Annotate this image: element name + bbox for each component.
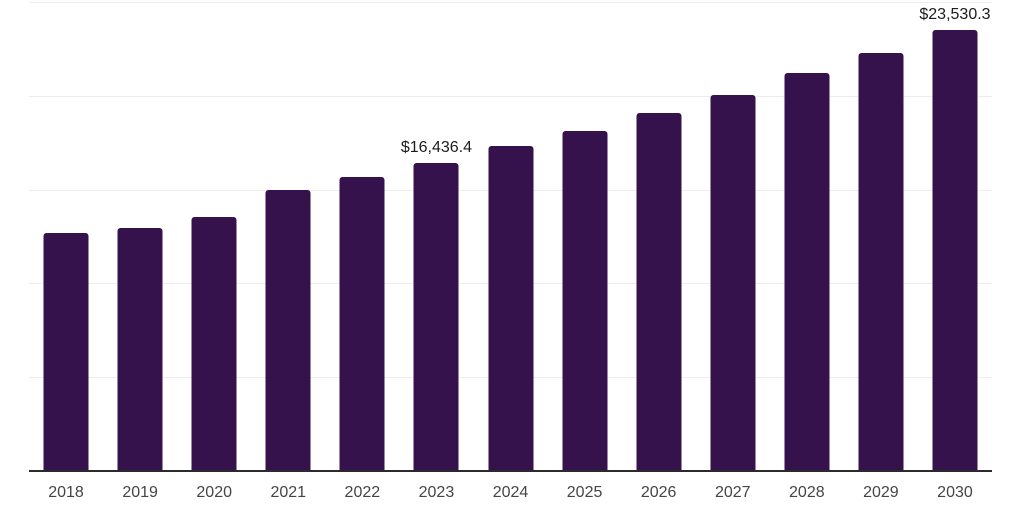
bar-slot-2018	[29, 2, 103, 471]
bar-slot-2019	[103, 2, 177, 471]
bar-2030[interactable]	[932, 29, 978, 471]
bar-slot-2022	[325, 2, 399, 471]
x-tick-2026: 2026	[640, 484, 677, 501]
x-tick-2021: 2021	[270, 484, 307, 501]
x-tick-2018: 2018	[48, 484, 84, 501]
bar-slot-2023: $16,436.4	[399, 2, 473, 471]
x-axis-labels: 2018 2019 2020 2021 2022 2023 2024 2025 2026 2027…	[29, 481, 992, 505]
bar-2026[interactable]	[636, 112, 682, 471]
x-tick-2027: 2027	[714, 484, 751, 501]
bar-slot-2020	[177, 2, 251, 471]
bars-container: $16,436.4 $23,530.3	[29, 2, 992, 471]
bar-2029[interactable]	[858, 52, 904, 471]
bar-slot-2029	[844, 2, 918, 471]
x-tick-2029: 2029	[863, 484, 899, 501]
bar-slot-2025	[548, 2, 622, 471]
bar-2028[interactable]	[784, 73, 830, 471]
gridline-20000	[29, 95, 992, 97]
x-tick-2023: 2023	[418, 484, 455, 501]
bar-2022[interactable]	[339, 177, 385, 471]
plot-area: $16,436.4 $23,530.3	[29, 2, 992, 472]
x-axis-line	[29, 470, 992, 472]
gridline-25000	[29, 2, 992, 3]
x-tick-2020: 2020	[196, 484, 232, 501]
bar-2025[interactable]	[562, 130, 608, 471]
x-tick-2025: 2025	[566, 484, 603, 501]
bar-2021[interactable]	[265, 189, 311, 471]
bar-2027[interactable]	[710, 94, 756, 471]
x-tick-2028: 2028	[789, 484, 825, 501]
bar-slot-2028	[770, 2, 844, 471]
x-tick-2024: 2024	[492, 484, 529, 501]
value-label-2030: $23,530.3	[919, 5, 991, 23]
x-tick-2022: 2022	[344, 484, 381, 501]
bar-2020[interactable]	[191, 216, 237, 471]
bar-slot-2030: $23,530.3	[918, 2, 992, 471]
value-label-2023: $16,436.4	[400, 138, 473, 156]
bar-slot-2021	[251, 2, 325, 471]
x-tick-2030: 2030	[937, 484, 973, 501]
bar-2024[interactable]	[488, 146, 533, 471]
x-tick-2019: 2019	[122, 484, 158, 501]
bar-2019[interactable]	[117, 228, 163, 471]
bar-slot-2027	[696, 2, 770, 471]
bar-slot-2026	[622, 2, 696, 471]
bar-2018[interactable]	[43, 232, 89, 471]
bar-2023[interactable]	[413, 162, 459, 471]
bar-slot-2024	[473, 2, 547, 471]
